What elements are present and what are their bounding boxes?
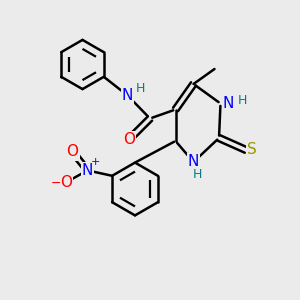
Text: O: O xyxy=(123,132,135,147)
Text: H: H xyxy=(135,82,145,95)
Text: +: + xyxy=(91,157,101,167)
Text: S: S xyxy=(247,142,257,158)
Text: −: − xyxy=(51,177,62,190)
Text: O: O xyxy=(60,175,72,190)
Text: N: N xyxy=(188,154,199,169)
Text: N: N xyxy=(122,88,133,103)
Text: H: H xyxy=(237,94,247,107)
Text: N: N xyxy=(82,163,93,178)
Text: O: O xyxy=(67,144,79,159)
Text: H: H xyxy=(192,168,202,181)
Text: N: N xyxy=(223,96,234,111)
